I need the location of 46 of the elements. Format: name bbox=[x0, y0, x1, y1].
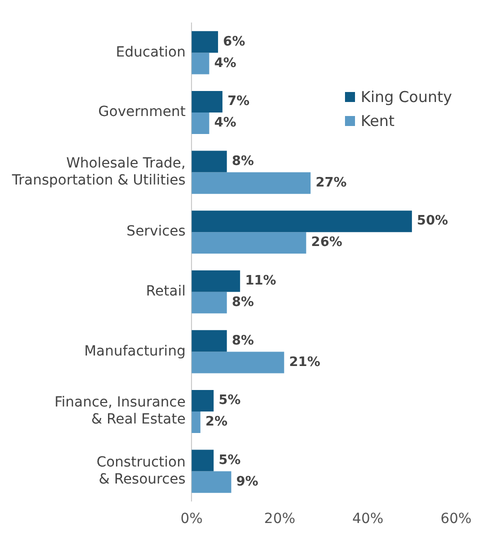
data-label: 21% bbox=[289, 354, 320, 370]
bar bbox=[192, 471, 232, 493]
data-label: 4% bbox=[214, 56, 236, 71]
data-label: 9% bbox=[236, 474, 258, 490]
data-label: 8% bbox=[232, 333, 254, 348]
y-tick-label: Services bbox=[126, 224, 186, 240]
data-label: 5% bbox=[218, 393, 241, 408]
data-label: 7% bbox=[227, 94, 250, 110]
x-tick-label: 40% bbox=[352, 511, 384, 528]
data-label: 11% bbox=[245, 274, 276, 289]
data-label: 4% bbox=[214, 116, 236, 131]
y-tick-label: Education bbox=[116, 44, 186, 60]
bar bbox=[192, 52, 210, 74]
data-label: 26% bbox=[311, 235, 342, 250]
x-tick-label: 20% bbox=[264, 511, 296, 528]
x-tick-label: 0% bbox=[180, 511, 203, 528]
data-label: 5% bbox=[218, 452, 241, 468]
data-label: 8% bbox=[232, 295, 254, 310]
bar bbox=[192, 210, 412, 232]
y-tick-label: Construction & Resources bbox=[96, 454, 186, 488]
bar bbox=[192, 270, 240, 292]
y-tick-label: Government bbox=[98, 104, 186, 120]
bar bbox=[192, 412, 200, 434]
data-label: 2% bbox=[205, 414, 228, 430]
y-tick-label: Manufacturing bbox=[84, 343, 186, 360]
bar bbox=[192, 390, 214, 412]
bar bbox=[192, 292, 227, 314]
bar bbox=[192, 112, 210, 134]
data-label: 6% bbox=[223, 34, 246, 50]
bar bbox=[192, 31, 218, 53]
x-tick-label: 60% bbox=[440, 511, 472, 528]
data-label: 27% bbox=[316, 175, 347, 190]
bar bbox=[192, 450, 214, 472]
y-tick-label: Retail bbox=[146, 284, 186, 300]
y-tick-label: Wholesale Trade, Transportation & Utilities bbox=[10, 156, 186, 188]
legend-label: King County bbox=[360, 88, 452, 106]
bar bbox=[192, 172, 311, 194]
bar bbox=[192, 330, 227, 352]
bar bbox=[192, 150, 227, 172]
bar bbox=[192, 352, 284, 374]
bar bbox=[192, 90, 222, 112]
data-label: 8% bbox=[232, 154, 254, 169]
legend-label: Kent bbox=[360, 112, 394, 130]
bar bbox=[192, 232, 306, 254]
data-label: 50% bbox=[416, 214, 448, 229]
y-tick-label: Finance, Insurance & Real Estate bbox=[54, 394, 186, 428]
